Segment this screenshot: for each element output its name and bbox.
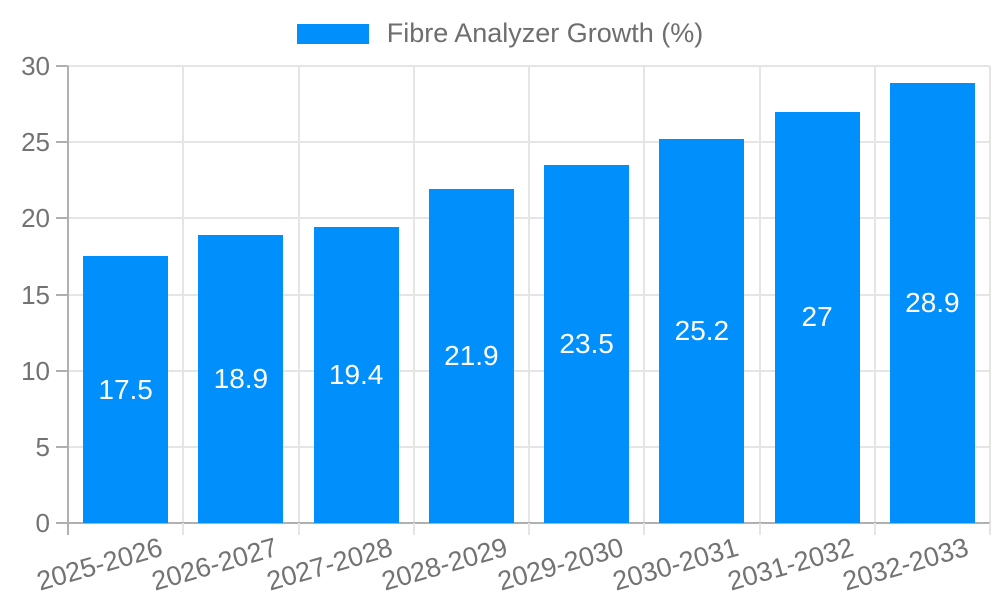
y-axis-tick-label: 15 <box>21 279 50 310</box>
y-axis-tick <box>56 522 68 524</box>
bar-value-label: 23.5 <box>559 328 614 359</box>
bar-2026-2027[interactable]: 18.9 <box>198 235 284 523</box>
x-axis-tick <box>758 523 761 535</box>
bar-value-label: 27 <box>801 301 833 333</box>
y-axis-tick <box>56 445 68 448</box>
x-axis-tick <box>182 523 185 535</box>
x-axis-tick <box>989 523 991 535</box>
gridline-vertical <box>182 66 185 523</box>
bar-2025-2026[interactable]: 17.5 <box>83 256 169 523</box>
x-axis-tick <box>297 523 300 535</box>
bar-value-label: 25.2 <box>674 315 730 347</box>
gridline-vertical <box>643 66 646 523</box>
bar-2029-2030[interactable]: 23.5 <box>544 165 630 523</box>
bar-2032-2033[interactable]: 28.9 <box>889 82 975 523</box>
bar-2028-2029[interactable]: 21.9 <box>428 189 514 523</box>
y-axis-tick-label: 20 <box>21 203 50 234</box>
x-axis-tick <box>873 523 876 535</box>
gridline-vertical <box>297 66 300 523</box>
gridline-vertical <box>989 66 991 523</box>
y-axis-tick-label: 30 <box>21 51 50 81</box>
y-axis-tick <box>56 369 68 372</box>
legend[interactable]: Fibre Analyzer Growth (%) <box>0 20 1000 47</box>
x-axis-tick <box>528 523 530 535</box>
y-axis-tick <box>56 293 68 296</box>
gridline-vertical <box>873 66 876 523</box>
y-axis-tick-label: 25 <box>21 127 50 158</box>
x-axis-tick <box>412 523 415 535</box>
bar-value-label: 18.9 <box>213 363 269 395</box>
bar-value-label: 17.5 <box>98 373 153 405</box>
bar-2031-2032[interactable]: 27 <box>774 111 860 523</box>
bar-value-label: 21.9 <box>444 340 499 372</box>
y-axis-tick <box>56 141 68 144</box>
y-axis-tick-label: 0 <box>35 508 50 538</box>
y-axis-tick <box>56 217 68 220</box>
x-axis-tick <box>643 523 646 535</box>
y-axis-tick <box>56 65 68 67</box>
gridline-vertical <box>528 66 530 523</box>
bar-value-label: 19.4 <box>328 359 384 391</box>
legend-swatch <box>296 23 369 44</box>
legend-label: Fibre Analyzer Growth (%) <box>386 18 704 48</box>
y-axis-tick-label: 5 <box>35 431 50 462</box>
bar-value-label: 28.9 <box>905 286 960 318</box>
gridline-vertical <box>758 66 761 523</box>
bar-2030-2031[interactable]: 25.2 <box>659 139 745 523</box>
y-axis-tick-label: 10 <box>21 355 50 386</box>
gridline-vertical <box>412 66 415 523</box>
bar-2027-2028[interactable]: 19.4 <box>313 227 399 523</box>
y-axis-line <box>67 66 69 535</box>
